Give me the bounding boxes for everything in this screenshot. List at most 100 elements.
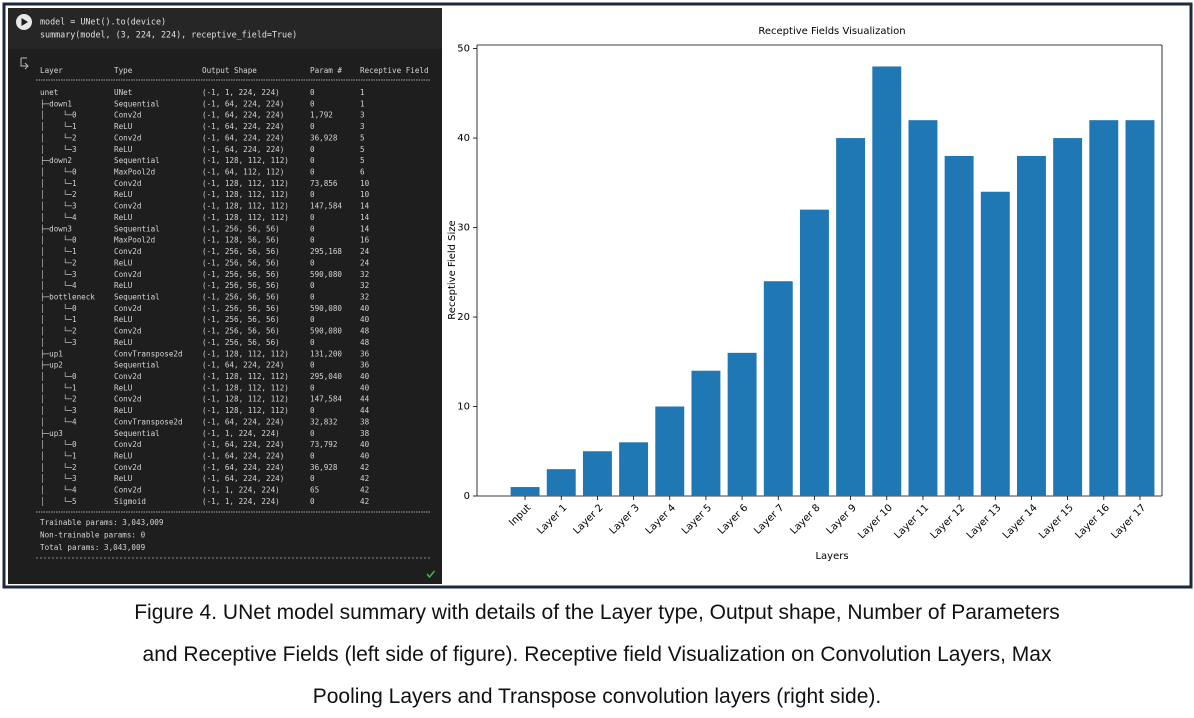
summary-cell: (-1, 64, 224, 224) xyxy=(202,452,284,461)
summary-cell: 0 xyxy=(310,281,315,290)
bar xyxy=(582,451,612,496)
summary-cell: 38 xyxy=(360,417,370,426)
summary-cell: 0 xyxy=(310,383,315,392)
summary-total: Trainable params: 3,043,009 xyxy=(40,518,164,527)
summary-cell: unet xyxy=(40,88,58,97)
summary-cell: │ └─1 xyxy=(40,121,77,131)
summary-cell: (-1, 64, 224, 224) xyxy=(202,361,284,370)
summary-cell: (-1, 128, 112, 112) xyxy=(202,213,289,222)
summary-header: Output Shape xyxy=(202,66,257,75)
summary-cell: ReLU xyxy=(114,213,133,222)
bar xyxy=(944,155,974,496)
summary-cell: 0 xyxy=(310,258,315,267)
run-button[interactable] xyxy=(16,14,32,30)
y-tick-label: 10 xyxy=(457,402,470,413)
summary-cell: │ └─4 xyxy=(40,212,77,222)
summary-cell: 0 xyxy=(310,406,315,415)
summary-cell: (-1, 128, 112, 112) xyxy=(202,202,289,211)
summary-cell: (-1, 128, 112, 112) xyxy=(202,406,289,415)
output-icon xyxy=(20,57,29,70)
chart-title: Receptive Fields Visualization xyxy=(758,26,905,37)
summary-cell: 10 xyxy=(360,179,370,188)
summary-cell: │ └─3 xyxy=(40,269,77,279)
summary-cell: 0 xyxy=(310,429,315,438)
summary-cell: (-1, 1, 224, 224) xyxy=(202,497,280,506)
summary-cell: (-1, 64, 224, 224) xyxy=(202,474,284,483)
summary-cell: 36,928 xyxy=(310,133,338,142)
summary-cell: 16 xyxy=(360,236,370,245)
summary-cell: ReLU xyxy=(114,406,133,415)
summary-header: Type xyxy=(114,66,133,75)
bar xyxy=(727,352,757,496)
summary-header: Param # xyxy=(310,66,342,75)
summary-cell: 40 xyxy=(360,315,370,324)
bar xyxy=(510,487,540,496)
summary-cell: 73,792 xyxy=(310,440,337,449)
summary-cell: 10 xyxy=(360,190,370,199)
summary-cell: ├─down3 xyxy=(40,223,72,233)
summary-cell: MaxPool2d xyxy=(114,168,155,177)
summary-cell: │ └─2 xyxy=(40,257,77,267)
summary-cell: 38 xyxy=(360,429,370,438)
summary-cell: Conv2d xyxy=(114,247,141,256)
summary-cell: (-1, 128, 112, 112) xyxy=(202,349,289,358)
summary-cell: ReLU xyxy=(114,452,133,461)
summary-cell: 0 xyxy=(310,88,315,97)
summary-cell: (-1, 128, 112, 112) xyxy=(202,156,289,165)
summary-cell: 590,080 xyxy=(310,304,342,313)
summary-cell: (-1, 1, 224, 224) xyxy=(202,429,280,438)
summary-cell: │ └─2 xyxy=(40,132,77,142)
x-axis-label: Layers xyxy=(815,551,848,562)
summary-cell: (-1, 256, 56, 56) xyxy=(202,258,280,267)
summary-cell: ├─down2 xyxy=(40,155,72,165)
summary-cell: (-1, 256, 56, 56) xyxy=(202,281,280,290)
code-cell xyxy=(8,8,442,49)
summary-cell: │ └─1 xyxy=(40,314,77,324)
summary-cell: 0 xyxy=(310,474,315,483)
y-tick-label: 20 xyxy=(457,312,470,323)
bar xyxy=(619,442,649,496)
summary-cell: 44 xyxy=(360,395,370,404)
summary-cell: 3 xyxy=(360,111,365,120)
bar xyxy=(655,406,685,496)
summary-cell: (-1, 128, 112, 112) xyxy=(202,179,289,188)
summary-cell: (-1, 256, 56, 56) xyxy=(202,247,280,256)
summary-header: Layer xyxy=(40,66,63,75)
summary-cell: │ └─0 xyxy=(40,371,77,381)
summary-cell: Sequential xyxy=(114,156,160,165)
summary-cell: 42 xyxy=(360,486,369,495)
summary-cell: (-1, 64, 224, 224) xyxy=(202,99,284,108)
summary-cell: 14 xyxy=(360,202,370,211)
summary-cell: 44 xyxy=(360,406,370,415)
summary-cell: 295,040 xyxy=(310,372,342,381)
summary-cell: │ └─0 xyxy=(40,167,77,177)
summary-cell: Sequential xyxy=(114,99,160,108)
summary-cell: │ └─4 xyxy=(40,416,77,426)
summary-cell: Conv2d xyxy=(114,270,141,279)
summary-cell: (-1, 64, 112, 112) xyxy=(202,168,284,177)
summary-cell: ├─up3 xyxy=(40,428,63,438)
summary-cell: 6 xyxy=(360,168,365,177)
summary-cell: ReLU xyxy=(114,258,133,267)
summary-cell: 40 xyxy=(360,383,370,392)
summary-cell: Conv2d xyxy=(114,133,141,142)
summary-cell: 0 xyxy=(310,452,315,461)
summary-cell: 295,168 xyxy=(310,247,342,256)
summary-cell: 73,856 xyxy=(310,179,338,188)
summary-cell: (-1, 256, 56, 56) xyxy=(202,224,280,233)
summary-cell: Conv2d xyxy=(114,327,141,336)
summary-cell: 40 xyxy=(360,372,370,381)
summary-cell: ReLU xyxy=(114,122,133,131)
summary-cell: 42 xyxy=(360,474,369,483)
summary-cell: 40 xyxy=(360,304,370,313)
summary-cell: Sequential xyxy=(114,429,160,438)
summary-cell: Conv2d xyxy=(114,202,141,211)
summary-cell: │ └─0 xyxy=(40,235,77,245)
summary-cell: ReLU xyxy=(114,315,133,324)
summary-cell: │ └─4 xyxy=(40,485,77,495)
caption: Figure 4. UNet model summary with detail… xyxy=(0,592,1194,718)
bar xyxy=(1053,138,1083,497)
summary-cell: │ └─0 xyxy=(40,110,77,120)
summary-cell: 590,080 xyxy=(310,270,342,279)
summary-cell: 14 xyxy=(360,213,370,222)
